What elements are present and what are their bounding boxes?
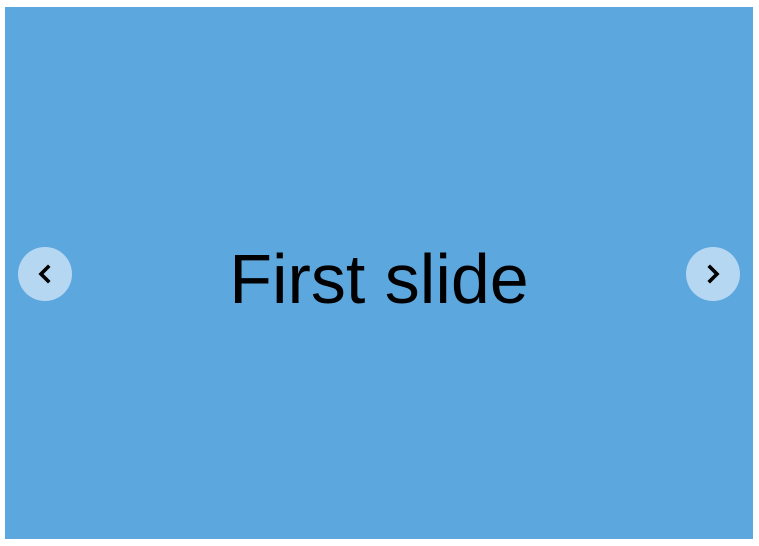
carousel: First slide [5, 7, 753, 539]
next-slide-button[interactable] [686, 247, 740, 301]
slide-title: First slide [229, 240, 529, 318]
chevron-right-icon [707, 264, 720, 284]
previous-slide-button[interactable] [18, 247, 72, 301]
slide-current: First slide [5, 7, 753, 539]
chevron-left-icon [38, 264, 51, 284]
